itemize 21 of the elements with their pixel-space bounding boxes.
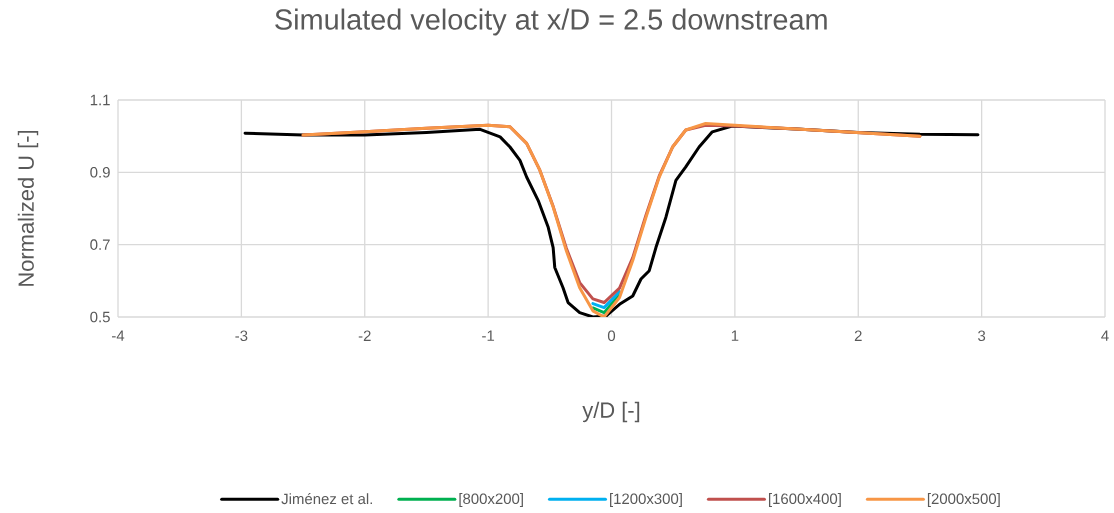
x-tick-label: 0 xyxy=(607,330,616,342)
legend-label: [1200x300] xyxy=(610,493,682,508)
legend-label: [800x200] xyxy=(459,493,523,508)
y-tick-label: 0.7 xyxy=(90,239,110,250)
x-tick-label: -1 xyxy=(482,330,495,341)
y-axis-title: Normalized U [-] xyxy=(17,130,39,286)
x-axis-title: y/D [-] xyxy=(582,401,640,423)
legend-label: [1600x400] xyxy=(768,493,841,508)
x-tick-label: -3 xyxy=(235,330,248,342)
x-tick-label: 2 xyxy=(854,330,862,341)
legend-label: [2000x500] xyxy=(927,493,1000,508)
y-tick-label: 1.1 xyxy=(90,94,110,106)
x-tick-label: 1 xyxy=(731,330,739,341)
x-tick-label: 3 xyxy=(978,330,986,342)
x-tick-label: -4 xyxy=(112,330,125,341)
x-tick-label: 4 xyxy=(1101,330,1109,341)
legend-label: Jiménez et al. xyxy=(281,493,372,505)
y-tick-label: 0.5 xyxy=(90,311,110,323)
y-tick-label: 0.9 xyxy=(90,167,110,178)
x-tick-label: -2 xyxy=(358,330,371,341)
chart-title: Simulated velocity at x/D = 2.5 downstream xyxy=(275,8,827,36)
